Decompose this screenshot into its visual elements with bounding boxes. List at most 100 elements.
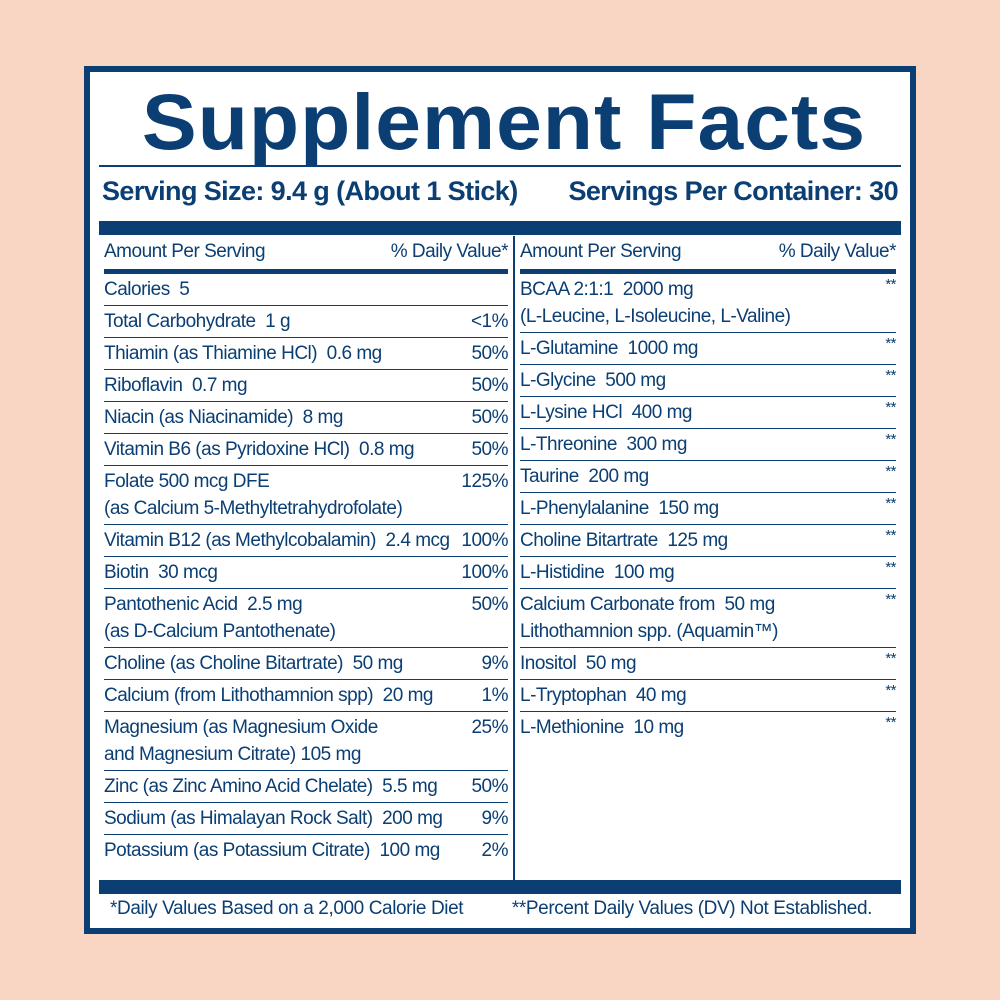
nutrient-name-line: Sodium (as Himalayan Rock Salt) 200 mg [104, 808, 443, 829]
daily-value: <1% [470, 311, 509, 332]
nutrient-name-line: BCAA 2:1:1 2000 mg [520, 279, 694, 300]
nutrient-name-line: L-Methionine 10 mg [520, 717, 684, 738]
nutrient-row: L-Lysine HCl 400 mg ** [520, 397, 896, 429]
amount-header: Amount Per Serving [520, 241, 682, 262]
nutrient-row: Choline (as Choline Bitartrate) 50 mg 9% [104, 648, 509, 680]
nutrient-name: L-Methionine 10 mg [520, 714, 684, 741]
nutrient-row: Niacin (as Niacinamide) 8 mg 50% [104, 402, 508, 434]
daily-value: 50% [471, 343, 508, 364]
daily-value: 100% [461, 562, 508, 583]
nutrient-row: L-Glutamine 1000 mg ** [520, 333, 896, 365]
nutrient-name: Vitamin B6 (as Pyridoxine HCl) 0.8 mg [104, 436, 415, 463]
nutrient-row: Sodium (as Himalayan Rock Salt) 200 mg 9% [104, 803, 509, 835]
daily-value: ** [885, 399, 896, 416]
daily-value: 50% [471, 439, 508, 460]
daily-value: 2% [481, 840, 509, 861]
title: Supplement Facts [141, 77, 867, 166]
daily-value: ** [885, 559, 896, 576]
daily-value: 50% [471, 375, 508, 396]
nutrient-name: BCAA 2:1:1 2000 mg (L-Leucine, L-Isoleuci… [520, 276, 791, 330]
footnotes: *Daily Values Based on a 2,000 Calorie D… [110, 898, 872, 920]
supplement-facts-panel: Supplement Facts Serving Size: 9.4 g (Ab… [84, 66, 916, 934]
nutrient-row: L-Tryptophan 40 mg ** [520, 680, 896, 712]
nutrient-name-line: Calcium (from Lithothamnion spp) 20 mg [104, 685, 433, 706]
nutrient-row: Potassium (as Potassium Citrate) 100 mg 2… [104, 835, 509, 866]
nutrient-name-line: Total Carbohydrate 1 g [104, 311, 291, 332]
nutrient-name: Potassium (as Potassium Citrate) 100 mg [104, 837, 440, 864]
nutrient-name: Sodium (as Himalayan Rock Salt) 200 mg [104, 805, 443, 832]
daily-value: ** [885, 682, 896, 699]
nutrient-name-line: Choline (as Choline Bitartrate) 50 mg [104, 653, 403, 674]
nutrient-name-line: and Magnesium Citrate) 105 mg [104, 744, 361, 765]
daily-value: 9% [481, 653, 509, 674]
nutrient-name-line: L-Histidine 100 mg [520, 562, 675, 583]
nutrient-name: L-Threonine 300 mg [520, 431, 687, 458]
nutrient-name-line: (L-Leucine, L-Isoleucine, L-Valine) [520, 306, 791, 327]
footnote-not-established: **Percent Daily Values (DV) Not Establis… [511, 898, 873, 919]
nutrient-name-line: Niacin (as Niacinamide) 8 mg [104, 407, 343, 428]
dv-header: % Daily Value* [390, 241, 509, 262]
nutrient-name-line: Magnesium (as Magnesium Oxide [104, 717, 378, 738]
daily-value: 50% [471, 407, 508, 428]
nutrient-row: Vitamin B12 (as Methylcobalamin) 2.4 mcg… [104, 525, 508, 557]
servings-per-container: Servings Per Container: 30 [568, 176, 898, 206]
nutrient-row: L-Glycine 500 mg ** [520, 365, 896, 397]
nutrient-row: L-Methionine 10 mg ** [520, 712, 896, 743]
serving-size: Serving Size: 9.4 g (About 1 Stick) [102, 176, 518, 206]
nutrient-name: L-Phenylalanine 150 mg [520, 495, 719, 522]
daily-value [502, 276, 508, 303]
nutrient-name-line: L-Glutamine 1000 mg [520, 338, 699, 359]
nutrient-name: Taurine 200 mg [520, 463, 649, 490]
nutrient-name: Calcium Carbonate from 50 mg Lithothamnio… [520, 591, 778, 645]
nutrient-name-line: Biotin 30 mcg [104, 562, 218, 583]
nutrient-name-line: Riboflavin 0.7 mg [104, 375, 248, 396]
nutrient-name: Folate 500 mcg DFE (as Calcium 5-Methylte… [104, 468, 403, 522]
nutrient-row: Calcium Carbonate from 50 mg Lithothamnio… [520, 589, 896, 648]
daily-value: ** [885, 714, 896, 731]
nutrient-name: Riboflavin 0.7 mg [104, 372, 248, 399]
nutrient-name-line: Pantothenic Acid 2.5 mg [104, 594, 303, 615]
nutrient-row: L-Histidine 100 mg ** [520, 557, 896, 589]
daily-value: 1% [481, 685, 509, 706]
dv-header: % Daily Value* [778, 241, 897, 262]
left-column: Amount Per Serving % Daily Value* Calori… [99, 236, 515, 880]
nutrient-row: Calcium (from Lithothamnion spp) 20 mg 1% [104, 680, 509, 712]
nutrient-row: Biotin 30 mcg 100% [104, 557, 508, 589]
column-header: Amount Per Serving % Daily Value* [104, 236, 509, 274]
nutrient-name: Inositol 50 mg [520, 650, 637, 677]
amount-header: Amount Per Serving [104, 241, 266, 262]
nutrient-name: L-Histidine 100 mg [520, 559, 675, 586]
nutrient-name-line: Taurine 200 mg [520, 466, 649, 487]
nutrient-name-line: L-Threonine 300 mg [520, 434, 687, 455]
daily-value: ** [885, 650, 896, 667]
daily-value: 9% [481, 808, 509, 829]
nutrient-name: Pantothenic Acid 2.5 mg (as D-Calcium Pan… [104, 591, 336, 645]
nutrient-row: Calories 5 [104, 274, 508, 306]
column-header: Amount Per Serving % Daily Value* [520, 236, 897, 274]
nutrient-name-line: Folate 500 mcg DFE [104, 471, 270, 492]
daily-value: 125% [461, 471, 508, 492]
daily-value: 25% [471, 717, 508, 738]
nutrient-name-line: L-Phenylalanine 150 mg [520, 498, 719, 519]
nutrient-row: Pantothenic Acid 2.5 mg (as D-Calcium Pan… [104, 589, 508, 648]
nutrient-name: Thiamin (as Thiamine HCl) 0.6 mg [104, 340, 382, 367]
nutrient-name: Biotin 30 mcg [104, 559, 218, 586]
daily-value: ** [885, 276, 896, 293]
daily-value: 50% [471, 776, 508, 797]
nutrient-name: L-Glutamine 1000 mg [520, 335, 699, 362]
nutrient-row: Inositol 50 mg ** [520, 648, 896, 680]
nutrient-name: Magnesium (as Magnesium Oxide and Magnesi… [104, 714, 378, 768]
nutrient-name: Vitamin B12 (as Methylcobalamin) 2.4 mcg [104, 527, 450, 554]
thick-bar-top [99, 221, 901, 235]
daily-value: ** [885, 367, 896, 384]
nutrient-name-line: Vitamin B6 (as Pyridoxine HCl) 0.8 mg [104, 439, 415, 460]
daily-value: ** [885, 463, 896, 480]
daily-value: ** [885, 591, 896, 608]
nutrient-name: L-Glycine 500 mg [520, 367, 666, 394]
divider [99, 165, 901, 167]
nutrient-name-line: (as Calcium 5-Methyltetrahydrofolate) [104, 498, 403, 519]
right-column: Amount Per Serving % Daily Value* BCAA 2… [515, 236, 901, 880]
serving-info: Serving Size: 9.4 g (About 1 Stick) Serv… [102, 176, 899, 207]
nutrient-name-line: Inositol 50 mg [520, 653, 637, 674]
daily-value: ** [885, 495, 896, 512]
